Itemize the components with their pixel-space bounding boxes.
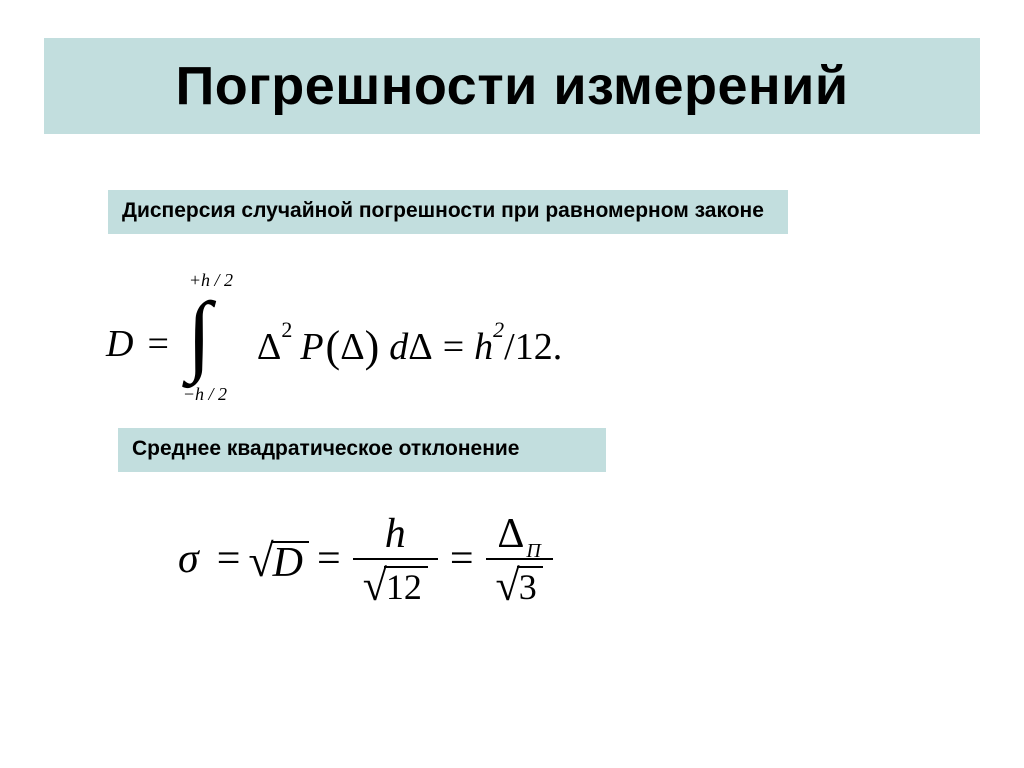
formula-stddev: σ = √ D = h √ 12 = Δ П √ 3: [178, 510, 557, 608]
delta-sub-P: Δ П: [497, 511, 540, 557]
delta-subscript: П: [526, 540, 540, 562]
frac-h-over-sqrt12: h √ 12: [353, 510, 438, 608]
sqrt-3: √ 3: [496, 561, 543, 607]
d-var: Δ: [408, 326, 432, 368]
var-D: D: [106, 322, 133, 366]
page-title: Погрешности измерений: [175, 55, 848, 117]
title-band: Погрешности измерений: [44, 38, 980, 134]
frac2-den: √ 3: [486, 560, 553, 608]
delta-symbol: Δ: [257, 326, 281, 368]
frac2-num: Δ П: [487, 510, 550, 558]
delta-big: Δ: [497, 511, 524, 557]
exp-2b: 2: [493, 317, 504, 342]
integral-sign-icon: ∫: [187, 290, 212, 380]
formula-row: D = +h / 2 ∫ −h / 2 Δ2 P ( Δ ) dΔ = h2 /…: [106, 284, 562, 404]
frac-deltaP-over-sqrt3: Δ П √ 3: [486, 510, 553, 608]
callout-dispersion-text: Дисперсия случайной погрешности при равн…: [122, 198, 774, 224]
h-squared: h2: [474, 325, 504, 369]
sqrt-12: √ 12: [363, 561, 428, 607]
fn-P: P: [300, 325, 323, 369]
lparen: (: [326, 321, 341, 372]
sqrt-D: √ D: [248, 536, 309, 582]
callout-dispersion: Дисперсия случайной погрешности при равн…: [108, 190, 788, 234]
formula-dispersion: D = +h / 2 ∫ −h / 2 Δ2 P ( Δ ) dΔ = h2 /…: [106, 284, 562, 404]
over-12: /12.: [504, 325, 562, 369]
callout-stddev-text: Среднее квадратическое отклонение: [132, 436, 592, 462]
equals-5: =: [450, 535, 474, 583]
h-letter: h: [474, 326, 493, 368]
equals-1: =: [147, 322, 168, 366]
frac1-den: √ 12: [353, 560, 438, 608]
frac1-num: h: [375, 510, 416, 558]
equals-2: =: [443, 325, 464, 369]
equals-4: =: [317, 535, 341, 583]
rparen: ): [365, 321, 380, 372]
callout-stddev: Среднее квадратическое отклонение: [118, 428, 606, 472]
d-delta: dΔ: [389, 325, 432, 369]
delta-squared: Δ2: [257, 325, 292, 369]
integral-block: +h / 2 ∫ −h / 2: [177, 284, 247, 404]
sigma: σ: [178, 535, 199, 583]
exp-2a: 2: [281, 317, 292, 342]
integral-lower-limit: −h / 2: [183, 384, 227, 405]
d-letter: d: [389, 326, 408, 368]
arg-delta: Δ: [340, 325, 364, 369]
equals-3: =: [217, 535, 241, 583]
radicand-12: 12: [384, 566, 428, 606]
integrand: Δ2 P ( Δ ) dΔ = h2 /12.: [251, 319, 562, 370]
radicand-3: 3: [517, 566, 543, 606]
radicand-D: D: [271, 541, 309, 583]
h-letter-2: h: [385, 511, 406, 557]
